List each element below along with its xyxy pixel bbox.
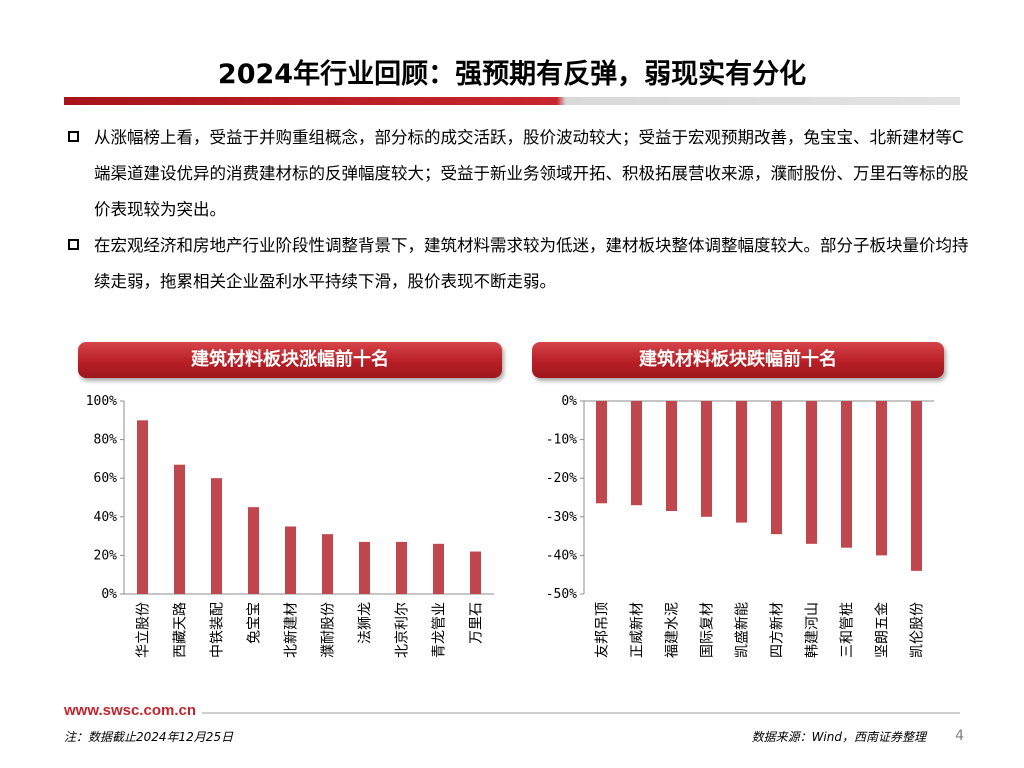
bar xyxy=(911,401,922,571)
y-tick-label: 0% xyxy=(101,587,117,602)
category-label: 四方新材 xyxy=(770,602,786,658)
bullet-list: 从涨幅榜上看，受益于并购重组概念，部分标的成交活跃，股价波动较大；受益于宏观预期… xyxy=(66,120,976,300)
y-tick-label: -20% xyxy=(546,471,577,486)
page-title: 2024年行业回顾：强预期有反弹，弱现实有分化 xyxy=(217,59,807,90)
category-label: 凯盛新能 xyxy=(735,602,751,658)
footer-note: 注：数据截止2024年12月25日 xyxy=(64,730,234,744)
category-label: 濮耐股份 xyxy=(321,602,337,658)
bar xyxy=(211,478,222,594)
bar xyxy=(701,401,712,517)
square-bullet-icon xyxy=(68,239,79,250)
bar xyxy=(631,401,642,506)
bar xyxy=(285,526,296,594)
bar xyxy=(248,507,259,594)
gainers-bar-chart: 0% 20% 40% 60% 80% 100% 华立股份 西藏天路 中铁装配 兔宝宝 北新建材 濮耐股… xyxy=(86,394,494,658)
square-bullet-icon xyxy=(68,131,79,142)
y-tick-label: 100% xyxy=(86,394,117,409)
bar xyxy=(433,543,444,594)
y-tick-label: -50% xyxy=(546,587,577,602)
category-label: 中铁装配 xyxy=(210,602,226,658)
footer-divider xyxy=(64,712,960,714)
bar xyxy=(771,401,782,535)
bar xyxy=(666,401,677,512)
category-label: 北京利尔 xyxy=(395,602,411,658)
bar xyxy=(736,401,747,523)
category-label: 坚朗五金 xyxy=(875,602,891,658)
bar xyxy=(396,541,407,594)
y-tick-label: -30% xyxy=(546,510,577,525)
title-underline xyxy=(64,97,960,105)
data-source: 数据来源：Wind，西南证券整理 xyxy=(751,730,926,744)
bullet-item: 在宏观经济和房地产行业阶段性调整背景下，建筑材料需求较为低迷，建材板块整体调整幅… xyxy=(66,228,976,300)
category-label: 正威新材 xyxy=(630,602,646,658)
category-label: 青龙管业 xyxy=(432,602,448,658)
y-tick-label: 0% xyxy=(561,394,577,409)
category-label: 三和管桩 xyxy=(839,602,856,658)
category-label: 凯伦股份 xyxy=(910,602,926,658)
bullet-item: 从涨幅榜上看，受益于并购重组概念，部分标的成交活跃，股价波动较大；受益于宏观预期… xyxy=(66,120,976,228)
bar xyxy=(322,534,333,594)
page-number: 4 xyxy=(955,728,964,744)
bar xyxy=(806,401,817,544)
bar xyxy=(359,541,370,594)
bar xyxy=(174,464,185,594)
bar xyxy=(841,401,852,548)
losers-chart-title: 建筑材料板块跌幅前十名 xyxy=(532,342,944,378)
y-tick-label: 60% xyxy=(94,471,118,486)
losers-bar-chart: 0% -10% -20% -30% -40% -50% 友邦吊顶 正威新材 福建水泥 国际复材 凯盛… xyxy=(546,394,934,658)
category-label: 国际复材 xyxy=(699,602,716,658)
bar xyxy=(137,420,148,594)
category-label: 法狮龙 xyxy=(358,602,374,644)
y-tick-label: -10% xyxy=(546,433,577,448)
category-label: 友邦吊顶 xyxy=(595,602,611,658)
y-tick-label: 80% xyxy=(94,433,118,448)
category-label: 华立股份 xyxy=(136,602,152,658)
gainers-chart-title: 建筑材料板块涨幅前十名 xyxy=(78,342,502,378)
bar xyxy=(470,551,481,594)
category-label: 西藏天路 xyxy=(173,602,189,658)
y-tick-label: -40% xyxy=(546,548,577,563)
y-tick-label: 40% xyxy=(94,510,118,525)
category-label: 北新建材 xyxy=(284,602,300,658)
category-label: 福建水泥 xyxy=(665,602,681,658)
category-label: 万里石 xyxy=(469,602,485,644)
y-tick-label: 20% xyxy=(94,548,118,563)
bullet-text: 在宏观经济和房地产行业阶段性调整背景下，建筑材料需求较为低迷，建材板块整体调整幅… xyxy=(94,236,969,291)
bar xyxy=(596,401,607,504)
category-label: 兔宝宝 xyxy=(247,602,263,644)
footer-url[interactable]: www.swsc.com.cn xyxy=(64,702,202,719)
category-label: 韩建河山 xyxy=(805,602,821,658)
bar xyxy=(876,401,887,556)
bullet-text: 从涨幅榜上看，受益于并购重组概念，部分标的成交活跃，股价波动较大；受益于宏观预期… xyxy=(94,128,969,219)
